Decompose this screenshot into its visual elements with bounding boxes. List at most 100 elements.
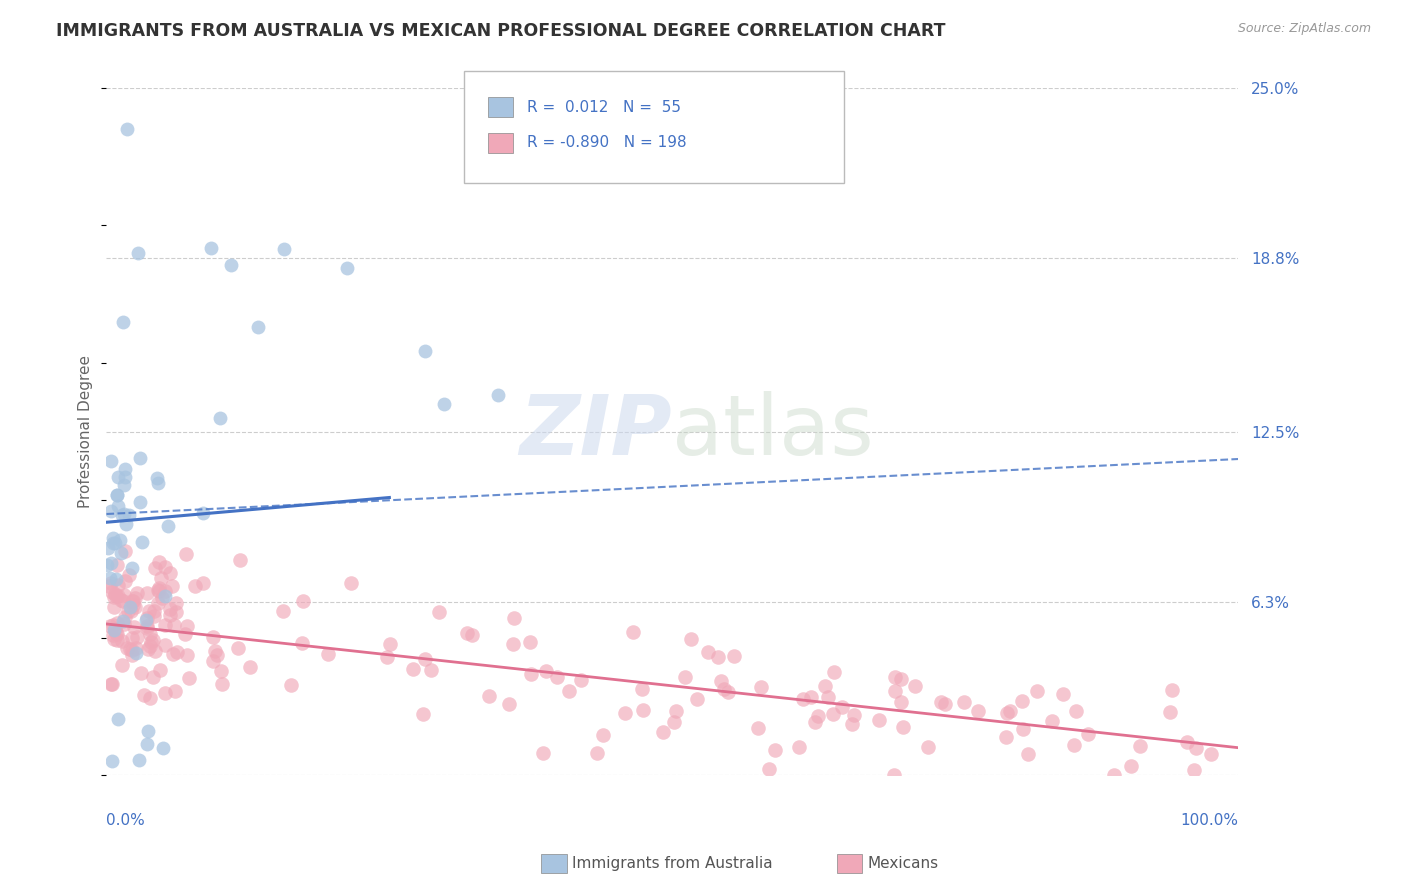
- Point: [121, 599, 143, 613]
- Point: [807, 709, 830, 723]
- Point: [883, 768, 905, 782]
- Point: [139, 635, 162, 649]
- Point: [1182, 763, 1205, 777]
- Point: [291, 594, 314, 608]
- Point: [184, 579, 207, 593]
- Point: [125, 640, 148, 655]
- Point: [165, 606, 187, 620]
- Point: [478, 689, 501, 703]
- Point: [121, 648, 143, 662]
- Point: [614, 706, 637, 720]
- Point: [112, 478, 135, 492]
- Point: [176, 648, 198, 662]
- Text: Immigrants from Australia: Immigrants from Australia: [572, 856, 773, 871]
- Point: [651, 725, 673, 739]
- Point: [219, 259, 242, 273]
- Point: [121, 594, 143, 608]
- Point: [273, 242, 295, 256]
- Point: [121, 561, 143, 575]
- Point: [142, 632, 165, 647]
- Text: Source: ZipAtlas.com: Source: ZipAtlas.com: [1237, 22, 1371, 36]
- Point: [814, 679, 837, 693]
- Point: [111, 658, 134, 673]
- Point: [125, 586, 148, 600]
- Point: [191, 576, 214, 591]
- Point: [136, 618, 159, 632]
- Point: [153, 686, 176, 700]
- Point: [146, 582, 169, 597]
- Point: [121, 594, 143, 608]
- Point: [143, 644, 166, 658]
- Point: [138, 604, 160, 618]
- Point: [709, 673, 731, 688]
- Point: [800, 690, 823, 705]
- Point: [717, 685, 740, 699]
- Point: [558, 683, 581, 698]
- Point: [148, 581, 170, 595]
- Point: [150, 571, 173, 585]
- Point: [124, 599, 146, 614]
- Point: [104, 626, 127, 640]
- Point: [112, 507, 135, 521]
- Point: [316, 648, 339, 662]
- Point: [145, 471, 167, 485]
- Point: [792, 691, 814, 706]
- Point: [1017, 747, 1039, 761]
- Point: [273, 604, 295, 618]
- Point: [100, 575, 122, 590]
- Point: [103, 618, 125, 632]
- Point: [1184, 740, 1206, 755]
- Point: [136, 586, 159, 600]
- Point: [823, 706, 845, 721]
- Point: [817, 690, 839, 705]
- Point: [118, 508, 141, 523]
- Point: [239, 660, 262, 674]
- Point: [98, 571, 121, 585]
- Point: [136, 737, 159, 751]
- Point: [107, 499, 129, 513]
- Text: R =  0.012   N =  55: R = 0.012 N = 55: [527, 100, 682, 114]
- Point: [108, 533, 131, 547]
- Point: [121, 643, 143, 657]
- Point: [122, 620, 145, 634]
- Text: IMMIGRANTS FROM AUSTRALIA VS MEXICAN PROFESSIONAL DEGREE CORRELATION CHART: IMMIGRANTS FROM AUSTRALIA VS MEXICAN PRO…: [56, 22, 946, 40]
- Point: [111, 614, 134, 628]
- Point: [868, 713, 890, 727]
- Point: [110, 546, 132, 560]
- Point: [159, 602, 181, 616]
- Point: [114, 544, 136, 558]
- Point: [121, 631, 143, 645]
- Point: [115, 640, 138, 655]
- Point: [103, 628, 125, 642]
- Point: [127, 245, 149, 260]
- Point: [665, 704, 688, 718]
- Point: [1159, 705, 1181, 719]
- Point: [104, 535, 127, 549]
- Point: [107, 713, 129, 727]
- Text: Mexicans: Mexicans: [868, 856, 939, 871]
- Point: [1175, 735, 1198, 749]
- Point: [1026, 683, 1049, 698]
- Point: [621, 624, 644, 639]
- Point: [891, 720, 914, 734]
- Point: [107, 578, 129, 592]
- Point: [904, 679, 927, 693]
- Point: [98, 579, 121, 593]
- Point: [105, 488, 128, 502]
- Point: [153, 638, 176, 652]
- Point: [953, 695, 976, 709]
- Point: [707, 650, 730, 665]
- Point: [131, 535, 153, 549]
- Point: [176, 547, 198, 561]
- Point: [100, 677, 122, 691]
- Point: [105, 627, 128, 641]
- Point: [114, 574, 136, 589]
- Text: atlas: atlas: [672, 391, 875, 472]
- Point: [631, 681, 654, 696]
- Point: [1063, 738, 1085, 752]
- Point: [531, 746, 554, 760]
- Point: [1064, 704, 1087, 718]
- Point: [120, 600, 142, 615]
- Point: [586, 746, 609, 760]
- Point: [831, 700, 853, 714]
